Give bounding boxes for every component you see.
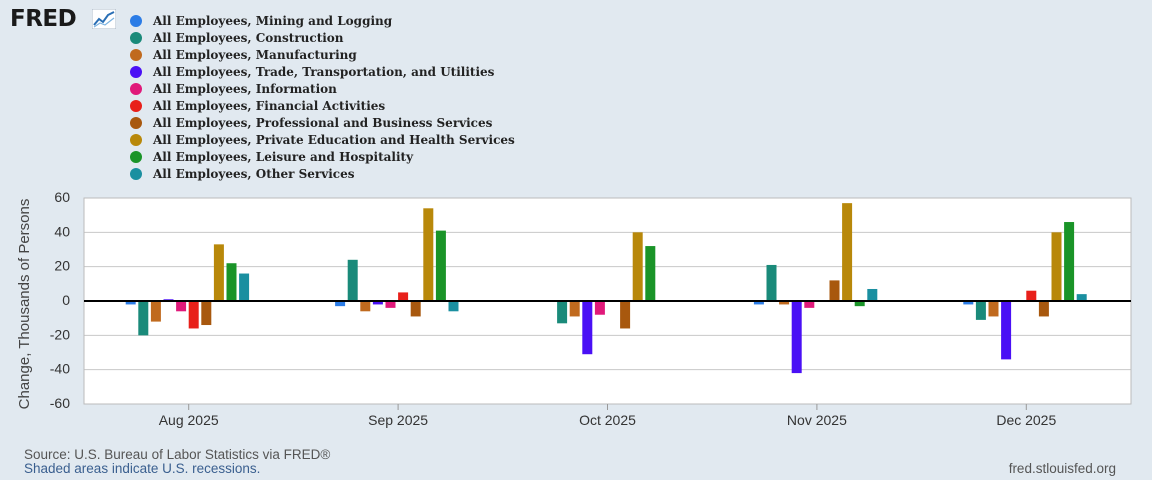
data-bar bbox=[1038, 301, 1049, 317]
data-bar bbox=[804, 301, 815, 308]
data-bar bbox=[188, 301, 199, 329]
legend-swatch bbox=[130, 99, 142, 112]
legend-label: All Employees, Other Services bbox=[153, 166, 355, 181]
y-tick-label: -60 bbox=[50, 395, 70, 411]
data-bar bbox=[201, 301, 212, 326]
data-bar bbox=[829, 280, 840, 301]
data-bar bbox=[975, 301, 986, 320]
legend-swatch bbox=[130, 48, 142, 61]
legend-item[interactable]: All Employees, Mining and Logging bbox=[130, 12, 515, 29]
data-bar bbox=[448, 301, 459, 312]
data-bar bbox=[1076, 294, 1087, 301]
legend-item[interactable]: All Employees, Trade, Transportation, an… bbox=[130, 63, 515, 80]
legend-label: All Employees, Information bbox=[153, 81, 337, 96]
data-bar bbox=[347, 259, 358, 301]
legend-item[interactable]: All Employees, Private Education and Hea… bbox=[130, 131, 515, 148]
legend-swatch bbox=[130, 65, 142, 78]
fred-logo[interactable]: FRED bbox=[10, 6, 77, 32]
data-bar bbox=[335, 301, 346, 307]
data-bar bbox=[125, 301, 136, 305]
chart-legend: All Employees, Mining and Logging All Emp… bbox=[130, 12, 515, 182]
data-bar bbox=[569, 301, 580, 317]
footer-source: Source: U.S. Bureau of Labor Statistics … bbox=[24, 447, 331, 462]
x-tick-label: Oct 2025 bbox=[579, 412, 636, 428]
legend-item[interactable]: All Employees, Financial Activities bbox=[130, 97, 515, 114]
data-bar bbox=[632, 232, 643, 301]
data-bar bbox=[867, 288, 878, 301]
legend-label: All Employees, Financial Activities bbox=[153, 98, 386, 113]
legend-swatch bbox=[130, 133, 142, 146]
legend-item[interactable]: All Employees, Other Services bbox=[130, 165, 515, 182]
legend-label: All Employees, Manufacturing bbox=[153, 47, 357, 62]
legend-item[interactable]: All Employees, Manufacturing bbox=[130, 46, 515, 63]
data-bar bbox=[385, 301, 396, 308]
data-bar bbox=[1001, 301, 1012, 360]
data-bar bbox=[594, 301, 605, 315]
data-bar bbox=[753, 301, 764, 305]
legend-item[interactable]: All Employees, Information bbox=[130, 80, 515, 97]
data-bar bbox=[620, 301, 631, 329]
legend-item[interactable]: All Employees, Construction bbox=[130, 29, 515, 46]
legend-item[interactable]: All Employees, Leisure and Hospitality bbox=[130, 148, 515, 165]
data-bar bbox=[779, 301, 790, 305]
data-bar bbox=[1026, 290, 1037, 301]
data-bar bbox=[963, 301, 974, 305]
legend-swatch bbox=[130, 167, 142, 180]
legend-label: All Employees, Private Education and Hea… bbox=[153, 132, 515, 147]
y-tick-label: 20 bbox=[54, 258, 70, 274]
line-chart-icon bbox=[92, 9, 116, 29]
data-bar bbox=[372, 301, 383, 305]
data-bar bbox=[398, 292, 409, 301]
y-tick-label: 60 bbox=[54, 189, 70, 205]
x-tick-label: Nov 2025 bbox=[787, 412, 847, 428]
x-tick-label: Dec 2025 bbox=[996, 412, 1056, 428]
legend-swatch bbox=[130, 116, 142, 129]
data-bar bbox=[557, 301, 568, 324]
legend-swatch bbox=[130, 82, 142, 95]
data-bar bbox=[213, 244, 224, 301]
data-bar bbox=[1064, 222, 1075, 301]
legend-swatch bbox=[130, 14, 142, 27]
recession-note[interactable]: Shaded areas indicate U.S. recessions. bbox=[24, 461, 261, 476]
y-tick-label: -40 bbox=[50, 361, 70, 377]
data-bar bbox=[410, 301, 421, 317]
y-tick-label: 0 bbox=[62, 292, 70, 308]
data-bar bbox=[423, 208, 434, 301]
legend-label: All Employees, Professional and Business… bbox=[153, 115, 493, 130]
legend-item[interactable]: All Employees, Professional and Business… bbox=[130, 114, 515, 131]
x-tick-label: Sep 2025 bbox=[368, 412, 428, 428]
data-bar bbox=[360, 301, 371, 312]
legend-label: All Employees, Construction bbox=[153, 30, 344, 45]
y-tick-label: 40 bbox=[54, 223, 70, 239]
data-bar bbox=[138, 301, 149, 336]
y-tick-label: -20 bbox=[50, 326, 70, 342]
data-bar bbox=[582, 301, 593, 355]
data-bar bbox=[239, 273, 250, 301]
data-bar bbox=[1051, 232, 1062, 301]
data-bar bbox=[176, 301, 187, 312]
data-bar bbox=[435, 230, 446, 301]
legend-label: All Employees, Leisure and Hospitality bbox=[153, 149, 414, 164]
legend-label: All Employees, Mining and Logging bbox=[153, 13, 393, 28]
x-tick-label: Aug 2025 bbox=[159, 412, 219, 428]
legend-label: All Employees, Trade, Transportation, an… bbox=[153, 64, 495, 79]
data-bar bbox=[854, 301, 865, 307]
data-bar bbox=[791, 301, 802, 374]
data-bar bbox=[842, 203, 853, 301]
fred-site-link[interactable]: fred.stlouisfed.org bbox=[1008, 461, 1116, 476]
legend-swatch bbox=[130, 31, 142, 44]
data-bar bbox=[645, 246, 656, 301]
data-bar bbox=[150, 301, 161, 322]
legend-swatch bbox=[130, 150, 142, 163]
data-bar bbox=[226, 263, 237, 301]
y-axis-label: Change, Thousands of Persons bbox=[16, 199, 33, 410]
data-bar bbox=[766, 264, 777, 301]
data-bar bbox=[988, 301, 999, 317]
